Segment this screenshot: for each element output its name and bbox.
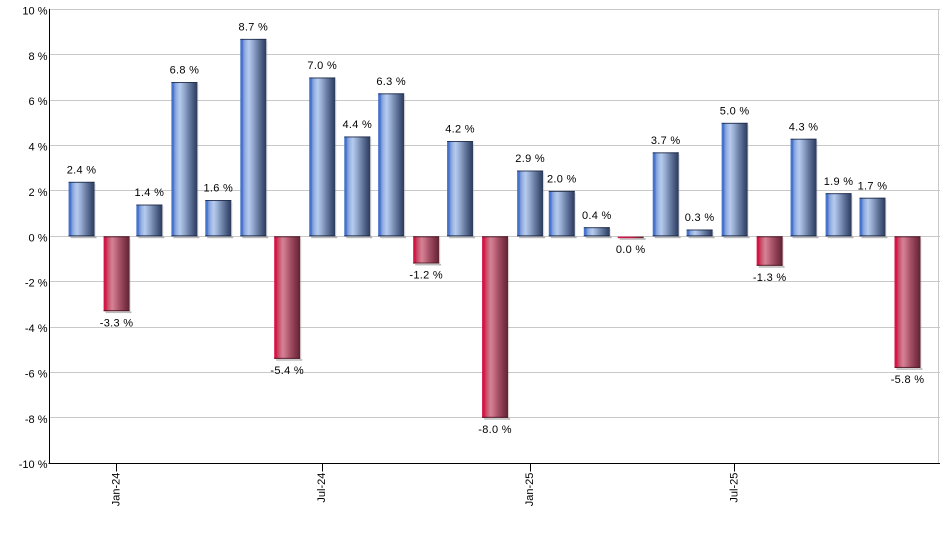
svg-text:Jan-24: Jan-24: [111, 473, 123, 507]
svg-text:Jul-24: Jul-24: [316, 473, 328, 503]
svg-text:8.7 %: 8.7 %: [238, 22, 268, 34]
svg-text:-4 %: -4 %: [25, 323, 48, 335]
svg-text:4.2 %: 4.2 %: [445, 124, 475, 136]
svg-text:0.3 %: 0.3 %: [685, 212, 715, 224]
svg-text:Jul-25: Jul-25: [729, 473, 741, 503]
svg-text:-1.2 %: -1.2 %: [409, 270, 443, 282]
svg-text:8 %: 8 %: [29, 51, 48, 63]
svg-text:4.4 %: 4.4 %: [342, 119, 372, 131]
svg-text:Jan-25: Jan-25: [524, 473, 536, 507]
svg-text:5.0 %: 5.0 %: [720, 106, 750, 118]
svg-text:-10 %: -10 %: [19, 459, 48, 471]
svg-text:2 %: 2 %: [29, 187, 48, 199]
svg-text:1.7 %: 1.7 %: [858, 180, 888, 192]
svg-text:-6 %: -6 %: [25, 368, 48, 380]
svg-text:-2 %: -2 %: [25, 278, 48, 290]
svg-text:7.0 %: 7.0 %: [307, 60, 337, 72]
svg-text:-8.0 %: -8.0 %: [478, 424, 512, 436]
svg-text:0.0 %: 0.0 %: [616, 244, 646, 256]
svg-text:0 %: 0 %: [29, 232, 48, 244]
svg-text:2.4 %: 2.4 %: [67, 165, 97, 177]
svg-text:-5.4 %: -5.4 %: [270, 365, 304, 377]
svg-text:-3.3 %: -3.3 %: [100, 317, 134, 329]
svg-text:0.4 %: 0.4 %: [582, 210, 612, 222]
svg-text:-1.3 %: -1.3 %: [753, 272, 787, 284]
svg-text:4 %: 4 %: [29, 142, 48, 154]
svg-text:6.3 %: 6.3 %: [376, 76, 406, 88]
svg-text:1.9 %: 1.9 %: [824, 176, 854, 188]
svg-text:-5.8 %: -5.8 %: [891, 374, 925, 386]
svg-text:3.7 %: 3.7 %: [651, 135, 681, 147]
svg-text:6 %: 6 %: [29, 96, 48, 108]
svg-text:4.3 %: 4.3 %: [789, 121, 819, 133]
svg-text:10 %: 10 %: [22, 5, 47, 17]
svg-text:2.9 %: 2.9 %: [515, 153, 545, 165]
svg-text:1.4 %: 1.4 %: [135, 187, 165, 199]
svg-text:2.0 %: 2.0 %: [547, 174, 577, 186]
svg-text:6.8 %: 6.8 %: [170, 65, 200, 77]
svg-text:1.6 %: 1.6 %: [203, 183, 233, 195]
svg-text:-8 %: -8 %: [25, 414, 48, 426]
